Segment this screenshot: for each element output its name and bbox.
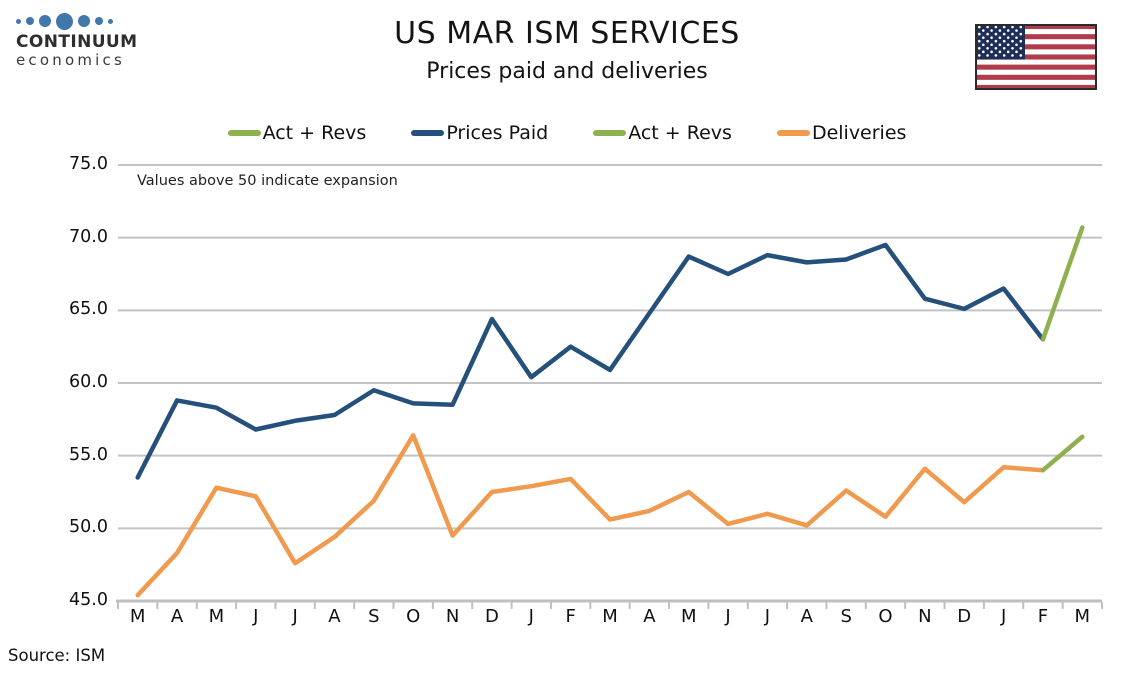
source-note: Source: ISM [8,646,106,665]
legend-swatch-icon [776,130,810,136]
x-axis-label: D [957,606,972,627]
legend-item: Act + Revs [593,122,732,144]
y-axis-label: 60.0 [69,372,108,392]
line-deliveries [135,433,1046,598]
page-title: US MAR ISM SERVICES [394,16,740,51]
logo-name: CONTINUUM [16,32,138,52]
legend-item: Deliveries [776,122,907,144]
legend-item: Prices Paid [411,122,548,144]
x-axis-label: N [445,606,460,627]
chart-legend: Act + Revs Prices Paid Act + Revs Deliverie… [0,122,1134,144]
line-prices-paid [135,242,1046,480]
legend-label: Act + Revs [262,122,367,144]
x-axis-label: O [878,606,893,627]
x-axis-label: A [328,606,341,627]
page-subtitle: Prices paid and deliveries [426,59,708,84]
y-axis-label: 45.0 [69,590,108,610]
x-axis-label: F [1037,606,1049,627]
y-axis-label: 55.0 [69,444,108,465]
logo-dots-icon [16,12,166,30]
x-axis-label: A [643,606,656,627]
x-axis-label: F [565,606,576,627]
legend-label: Act + Revs [628,122,732,144]
x-axis-label: A [170,606,184,627]
x-axis-label: N [918,606,932,627]
legend-swatch-icon [227,130,261,136]
legend-swatch-icon [411,130,445,136]
x-axis-label: J [528,606,534,627]
y-axis-label: 75.0 [69,154,108,174]
x-axis-label: M [208,606,225,627]
legend-label: Deliveries [811,122,907,144]
x-axis-label: S [368,606,380,627]
x-axis-label: J [292,606,298,627]
x-axis-label: J [725,606,731,627]
x-axis-label: J [1000,606,1007,627]
x-axis-label: M [680,606,697,627]
x-axis-label: A [800,606,813,627]
legend-item: Act + Revs [227,122,367,144]
x-axis-label: M [602,606,618,627]
continuum-logo: CONTINUUM economics [16,12,166,69]
line-act-revs-prices-paid- [1040,225,1085,342]
legend-swatch-icon [593,130,627,136]
line-act-revs-deliveries- [1040,434,1085,473]
x-axis-label: M [129,606,146,627]
y-axis-label: 50.0 [69,517,108,538]
y-axis-label: 65.0 [69,299,108,320]
x-axis-label: O [406,606,421,627]
chart-annotation: Values above 50 indicate expansion [137,173,398,189]
x-axis-label: S [840,606,852,627]
logo-subname: economics [16,51,125,69]
us-flag-icon [975,24,1097,90]
x-axis-label: M [1074,606,1091,627]
legend-label: Prices Paid [446,122,549,144]
y-axis-label: 70.0 [69,226,108,247]
x-axis-label: J [253,606,259,627]
x-axis-label: D [484,606,499,627]
x-axis-label: J [764,606,771,627]
